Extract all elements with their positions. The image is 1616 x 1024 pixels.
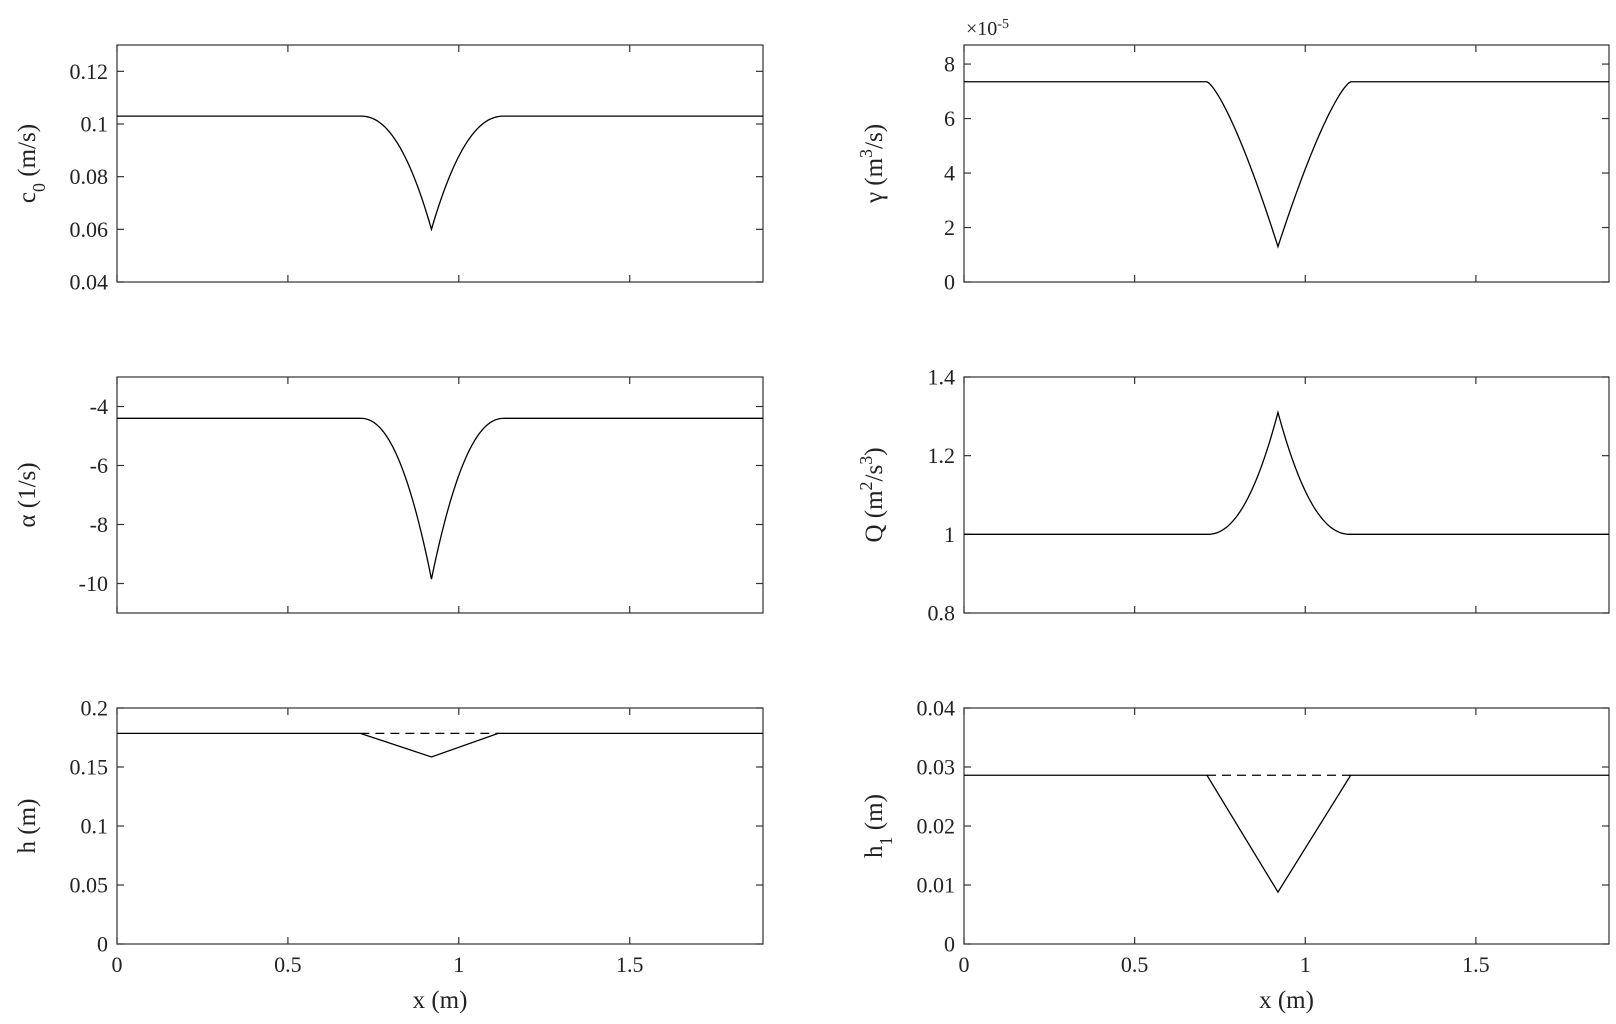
- panel-c0: 0.04 0.06 0.08 0.1 0.12 c0 (m/s): [14, 44, 764, 295]
- series-line: [964, 774, 1609, 894]
- axes-frame: [963, 44, 1610, 283]
- y-tick-label: 0.04: [917, 696, 956, 721]
- y-tick-label: 0.15: [70, 755, 109, 780]
- y-tick-label: 0: [944, 270, 955, 295]
- y-tick-label: 0.12: [70, 59, 109, 84]
- panel-h: 0 0.05 0.1 0.15 0.2 0 0.5 1 1.5 h (m) x (m): [14, 696, 764, 1014]
- y-tick-label: 0: [944, 932, 955, 957]
- y-tick-label: -4: [90, 394, 108, 419]
- y-tick-label: 6: [944, 106, 955, 131]
- y-tick-label: 0.08: [70, 164, 109, 189]
- y-tick-label: 0.8: [928, 601, 956, 626]
- y-exponent-label: ×10-5: [966, 17, 1009, 41]
- y-tick-label: 0.04: [70, 270, 109, 295]
- axes-frame: [963, 376, 1610, 614]
- x-tick-label: 1.5: [616, 952, 644, 977]
- axes-frame: [116, 376, 764, 614]
- panel-h1: 0 0.01 0.02 0.03 0.04 0 0.5 1 1.5 h1 (m) x (m): [861, 696, 1610, 1014]
- x-axis-label: x (m): [413, 987, 468, 1014]
- series-line: [964, 409, 1609, 535]
- panel-gamma: 0 2 4 6 8 γ (m3/s) ×10-5: [856, 17, 1610, 295]
- y-tick-label: 2: [944, 215, 955, 240]
- series-line: [117, 732, 763, 758]
- y-tick-label: 0.1: [81, 814, 109, 839]
- x-tick-label: 1: [453, 952, 464, 977]
- y-axis-label: h (m): [14, 799, 41, 854]
- x-tick-label: 0.5: [1121, 952, 1149, 977]
- y-tick-label: 0.01: [917, 873, 956, 898]
- x-tick-label: 1.5: [1462, 952, 1490, 977]
- y-tick-label: 0.02: [917, 814, 956, 839]
- y-tick-label: 0.03: [917, 755, 956, 780]
- x-tick-label: 0: [112, 952, 123, 977]
- y-axis-label: γ (m3/s): [856, 124, 888, 204]
- series-line: [964, 81, 1609, 249]
- y-tick-label: 0.06: [70, 217, 109, 242]
- y-tick-label: -6: [90, 453, 108, 478]
- y-axis-label: Q (m2/s3): [856, 447, 888, 542]
- series-line: [117, 417, 763, 580]
- y-tick-label: 0.05: [70, 873, 109, 898]
- x-tick-label: 0.5: [274, 952, 302, 977]
- y-tick-label: -8: [90, 512, 108, 537]
- x-tick-label: 1: [1300, 952, 1311, 977]
- x-tick-label: 0: [959, 952, 970, 977]
- y-tick-label: 4: [944, 161, 955, 186]
- axes-frame: [963, 707, 1610, 945]
- axes-frame: [116, 44, 764, 283]
- y-tick-label: -10: [79, 571, 108, 596]
- y-axis-label: α (1/s): [14, 462, 41, 527]
- y-axis-label: c0 (m/s): [14, 124, 49, 203]
- y-tick-label: 1.2: [928, 443, 956, 468]
- panel-Q: 0.8 1 1.2 1.4 Q (m2/s3): [856, 365, 1610, 626]
- y-tick-label: 0.1: [81, 112, 109, 137]
- y-tick-label: 1: [944, 522, 955, 547]
- y-tick-label: 1.4: [928, 365, 956, 390]
- y-tick-label: 0.2: [81, 696, 109, 721]
- y-tick-label: 8: [944, 52, 955, 77]
- y-tick-label: 0: [97, 932, 108, 957]
- y-axis-label: h1 (m): [861, 794, 896, 858]
- panel-alpha: -10 -8 -6 -4 α (1/s): [14, 376, 764, 614]
- series-line: [117, 115, 763, 232]
- axes-frame: [116, 707, 764, 945]
- x-axis-label: x (m): [1259, 987, 1314, 1014]
